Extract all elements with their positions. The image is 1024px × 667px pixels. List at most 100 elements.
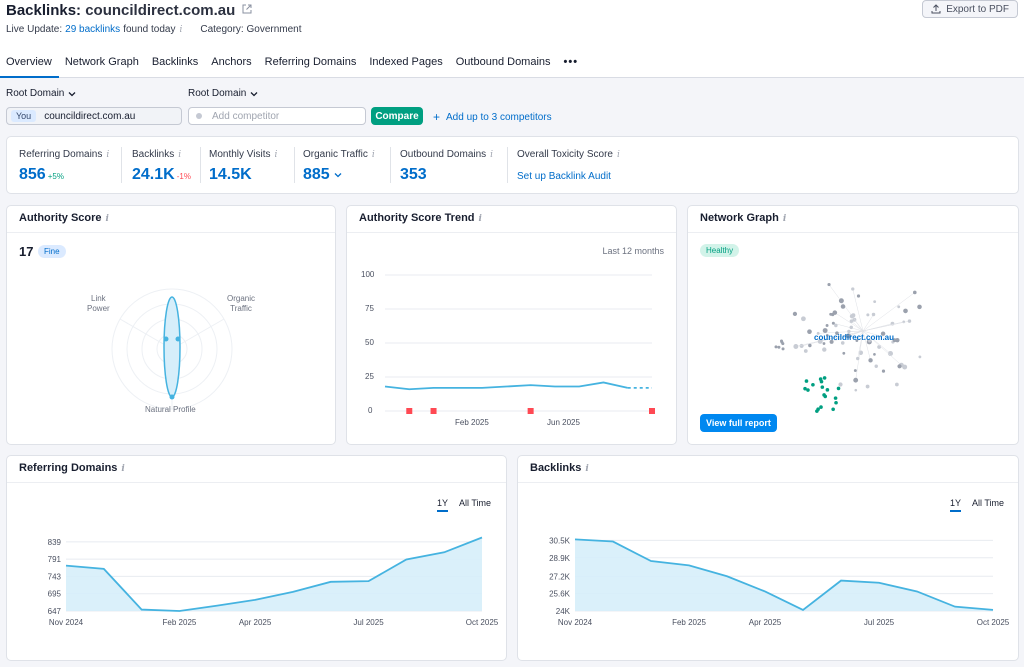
top-bar: Backlinks: councildirect.com.au Export t… <box>0 0 1024 78</box>
info-icon[interactable]: i <box>616 150 620 160</box>
graph-node <box>838 382 843 387</box>
y-tick-label: 791 <box>48 555 62 564</box>
tab-outbound-domains[interactable]: Outbound Domains <box>455 56 551 68</box>
graph-node <box>832 310 838 315</box>
graph-node-green <box>803 386 807 391</box>
status-badge: Fine <box>38 245 66 258</box>
graph-node <box>799 343 804 349</box>
your-domain-field[interactable]: You councildirect.com.au <box>6 107 182 125</box>
stat-organic-traffic[interactable]: Organic Traffic i 885 <box>303 149 375 184</box>
x-tick-label: Nov 2024 <box>49 618 84 627</box>
toggle-all-time[interactable]: All Time <box>972 498 1005 508</box>
graph-node-green <box>804 379 809 383</box>
y-tick-label: 743 <box>48 572 62 581</box>
stat-value: 885 <box>303 166 330 183</box>
toggle-1y[interactable]: 1Y <box>950 498 962 512</box>
graph-edge <box>862 320 910 332</box>
event-marker <box>649 408 655 414</box>
x-tick-label: Feb 2025 <box>163 618 197 627</box>
graph-node-green <box>815 409 819 413</box>
info-icon[interactable]: i <box>274 150 278 160</box>
graph-node <box>838 298 844 304</box>
stat-backlinks[interactable]: Backlinks i 24.1K -1% <box>132 149 191 184</box>
add-competitors-link[interactable]: + Add up to 3 competitors <box>433 110 552 124</box>
tab-anchors[interactable]: Anchors <box>211 56 252 68</box>
y-tick-label: 839 <box>48 538 62 547</box>
y-tick-label: 647 <box>48 607 62 616</box>
graph-node <box>834 323 838 328</box>
summary-stats: Referring Domains i 856 +5% Backlinks i 24.… <box>6 136 1019 194</box>
graph-node <box>822 328 828 333</box>
info-icon[interactable]: i <box>105 214 109 224</box>
graph-edge <box>855 330 864 381</box>
graph-node <box>827 282 831 287</box>
stat-monthly-visits[interactable]: Monthly Visits i 14.5K <box>209 149 277 184</box>
stat-label: Outbound Domains <box>400 149 487 160</box>
info-icon[interactable]: i <box>585 464 589 474</box>
graph-node <box>849 325 853 330</box>
graph-node <box>868 339 871 343</box>
tab-indexed-pages[interactable]: Indexed Pages <box>369 56 443 68</box>
toggle-1y[interactable]: 1Y <box>437 498 449 512</box>
tab-backlinks[interactable]: Backlinks <box>151 56 199 68</box>
y-tick-label: 25.6K <box>549 590 571 599</box>
graph-edge <box>828 284 864 332</box>
graph-node <box>849 314 855 319</box>
toggle-all-time[interactable]: All Time <box>459 498 492 508</box>
page-title: Backlinks: councildirect.com.au <box>6 2 252 19</box>
view-full-report-button[interactable]: View full report <box>700 414 777 432</box>
competitor-root-domain-dropdown[interactable]: Root Domain <box>188 88 258 99</box>
graph-node-green <box>836 386 841 391</box>
compare-button[interactable]: Compare <box>371 107 423 125</box>
graph-node <box>894 382 899 387</box>
graph-node <box>847 329 851 334</box>
stat-delta: -1% <box>176 172 191 181</box>
graph-node <box>840 341 845 345</box>
info-icon[interactable]: i <box>179 24 183 35</box>
info-icon[interactable]: i <box>490 150 494 160</box>
title-domain[interactable]: councildirect.com.au <box>85 2 236 19</box>
y-tick: 100 <box>361 270 375 279</box>
graph-node <box>887 350 894 357</box>
external-link-icon[interactable] <box>242 4 252 14</box>
info-icon[interactable]: i <box>121 464 125 474</box>
graph-node <box>918 355 922 359</box>
authority-score-value: 17 <box>19 244 34 259</box>
stat-outbound-domains[interactable]: Outbound Domains i 353 <box>400 149 493 184</box>
chevron-down-icon[interactable] <box>334 171 342 179</box>
graph-node <box>840 304 846 309</box>
graph-node <box>801 316 806 322</box>
status-badge: Healthy <box>700 244 740 257</box>
domain-controls: Root Domain Root Domain You councildirec… <box>0 84 1024 128</box>
graph-node-green <box>819 379 824 384</box>
tab-more[interactable]: ••• <box>563 56 579 68</box>
tab-bar: Overview Network Graph Backlinks Anchors… <box>0 54 585 78</box>
tab-overview[interactable]: Overview <box>0 54 59 78</box>
stat-value: 856 <box>19 166 46 183</box>
stat-referring-domains[interactable]: Referring Domains i 856 +5% <box>19 149 109 184</box>
stat-value: 353 <box>400 166 427 183</box>
graph-node <box>873 300 877 304</box>
backlinks-card: Backlinks i 1Y All Time 24K 25.6K 27.2K 28.9… <box>517 455 1019 661</box>
organic-traffic-label: Organic Traffic <box>227 294 256 313</box>
live-update-link[interactable]: 29 backlinks <box>65 24 121 35</box>
root-domain-dropdown[interactable]: Root Domain <box>6 88 76 99</box>
info-icon[interactable]: i <box>478 214 482 224</box>
info-icon[interactable]: i <box>106 150 110 160</box>
info-icon[interactable]: i <box>782 214 787 224</box>
graph-node <box>866 313 870 317</box>
x-tick-label: Jul 2025 <box>353 618 384 627</box>
tab-referring-domains[interactable]: Referring Domains <box>264 56 357 68</box>
graph-node <box>822 342 826 345</box>
setup-audit-link[interactable]: Set up Backlink Audit <box>517 171 611 182</box>
authority-score-card: Authority Score i 17 Fine Link Power Organ… <box>6 205 336 445</box>
info-icon[interactable]: i <box>371 150 375 160</box>
x-tick-label: Nov 2024 <box>558 618 593 627</box>
network-graph-visual[interactable] <box>688 206 1020 446</box>
stat-label: Referring Domains <box>19 149 103 160</box>
competitor-input[interactable]: Add competitor <box>188 107 366 125</box>
export-pdf-button[interactable]: Export to PDF <box>922 0 1018 18</box>
info-icon[interactable]: i <box>178 150 182 160</box>
card-title: Network Graph i <box>700 212 786 224</box>
tab-network-graph[interactable]: Network Graph <box>64 56 139 68</box>
